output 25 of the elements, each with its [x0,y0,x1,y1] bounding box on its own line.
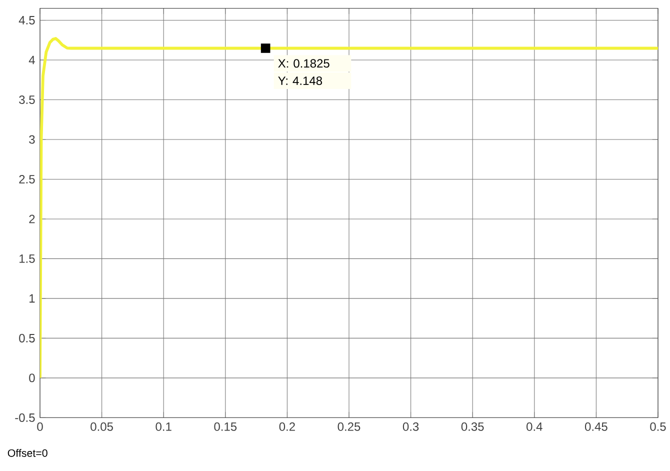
y-tick-label: 2 [29,214,35,224]
y-tick-label: 1 [30,294,35,303]
x-tick-label: 0.3 [402,422,419,431]
y-tick-label: 0 [29,374,35,382]
x-tick-label: 0.05 [90,422,113,431]
x-tick-label: 0.5 [650,422,666,431]
x-tick-label: 0.15 [214,422,237,431]
x-tick-label: 0.35 [461,422,484,431]
x-tick-label: 0.1 [156,422,172,431]
x-tick-label: 0.45 [584,422,608,431]
annotation: X: 0.1825 [278,59,330,68]
x-tick-label: 0.4 [526,422,542,431]
y-tick-label: 1.5 [20,254,35,263]
text: Offset=0 [8,449,48,457]
x-tick-label: 0.25 [338,422,360,431]
y-tick-label: 4 [28,56,35,64]
y-tick-label: -0.5 [15,413,35,422]
y-tick-label: 3.5 [19,95,35,104]
x-tick-label: 0.2 [279,422,295,431]
y-tick-label: 4.5 [18,16,35,24]
annotation: Y: 4.148 [278,76,322,85]
x-tick-label: 0 [37,422,43,431]
y-tick-label: 0.5 [19,334,35,342]
y-tick-label: 2.5 [19,174,35,184]
y-tick-label: 3 [29,135,35,144]
